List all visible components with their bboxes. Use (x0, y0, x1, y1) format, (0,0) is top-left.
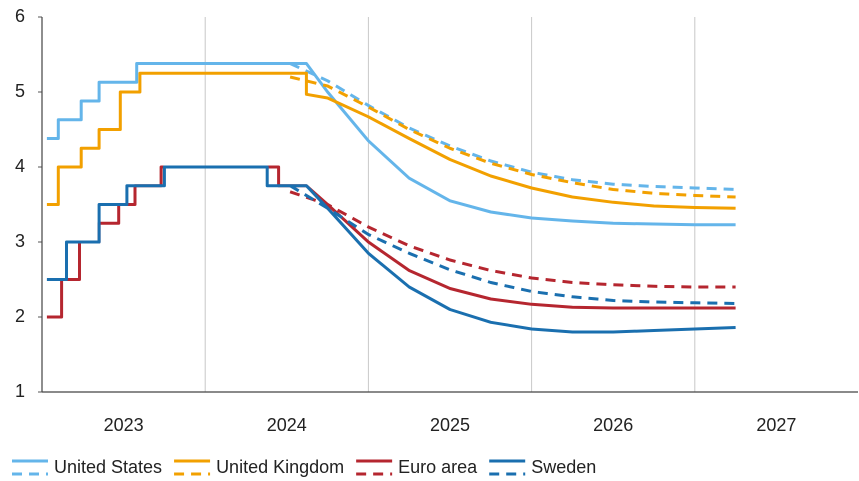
legend-label: United Kingdom (216, 457, 344, 477)
y-tick-label: 5 (15, 81, 25, 101)
legend-label: Euro area (398, 457, 478, 477)
legend-label: United States (54, 457, 162, 477)
forecast-line (289, 62, 736, 191)
series-line (46, 71, 736, 210)
series-line (46, 62, 736, 227)
x-tick-label: 2023 (104, 415, 144, 435)
series-line (46, 165, 736, 334)
x-tick-label: 2026 (593, 415, 633, 435)
forecast-line (289, 75, 736, 199)
x-tick-label: 2024 (267, 415, 307, 435)
y-tick-label: 2 (15, 306, 25, 326)
y-tick-label: 4 (15, 156, 25, 176)
y-tick-label: 1 (15, 381, 25, 401)
x-tick-label: 2027 (756, 415, 796, 435)
series-line (46, 165, 736, 319)
y-tick-label: 3 (15, 231, 25, 251)
forecast-line (289, 184, 736, 305)
x-tick-label: 2025 (430, 415, 470, 435)
legend-label: Sweden (531, 457, 596, 477)
y-tick-label: 6 (15, 6, 25, 26)
